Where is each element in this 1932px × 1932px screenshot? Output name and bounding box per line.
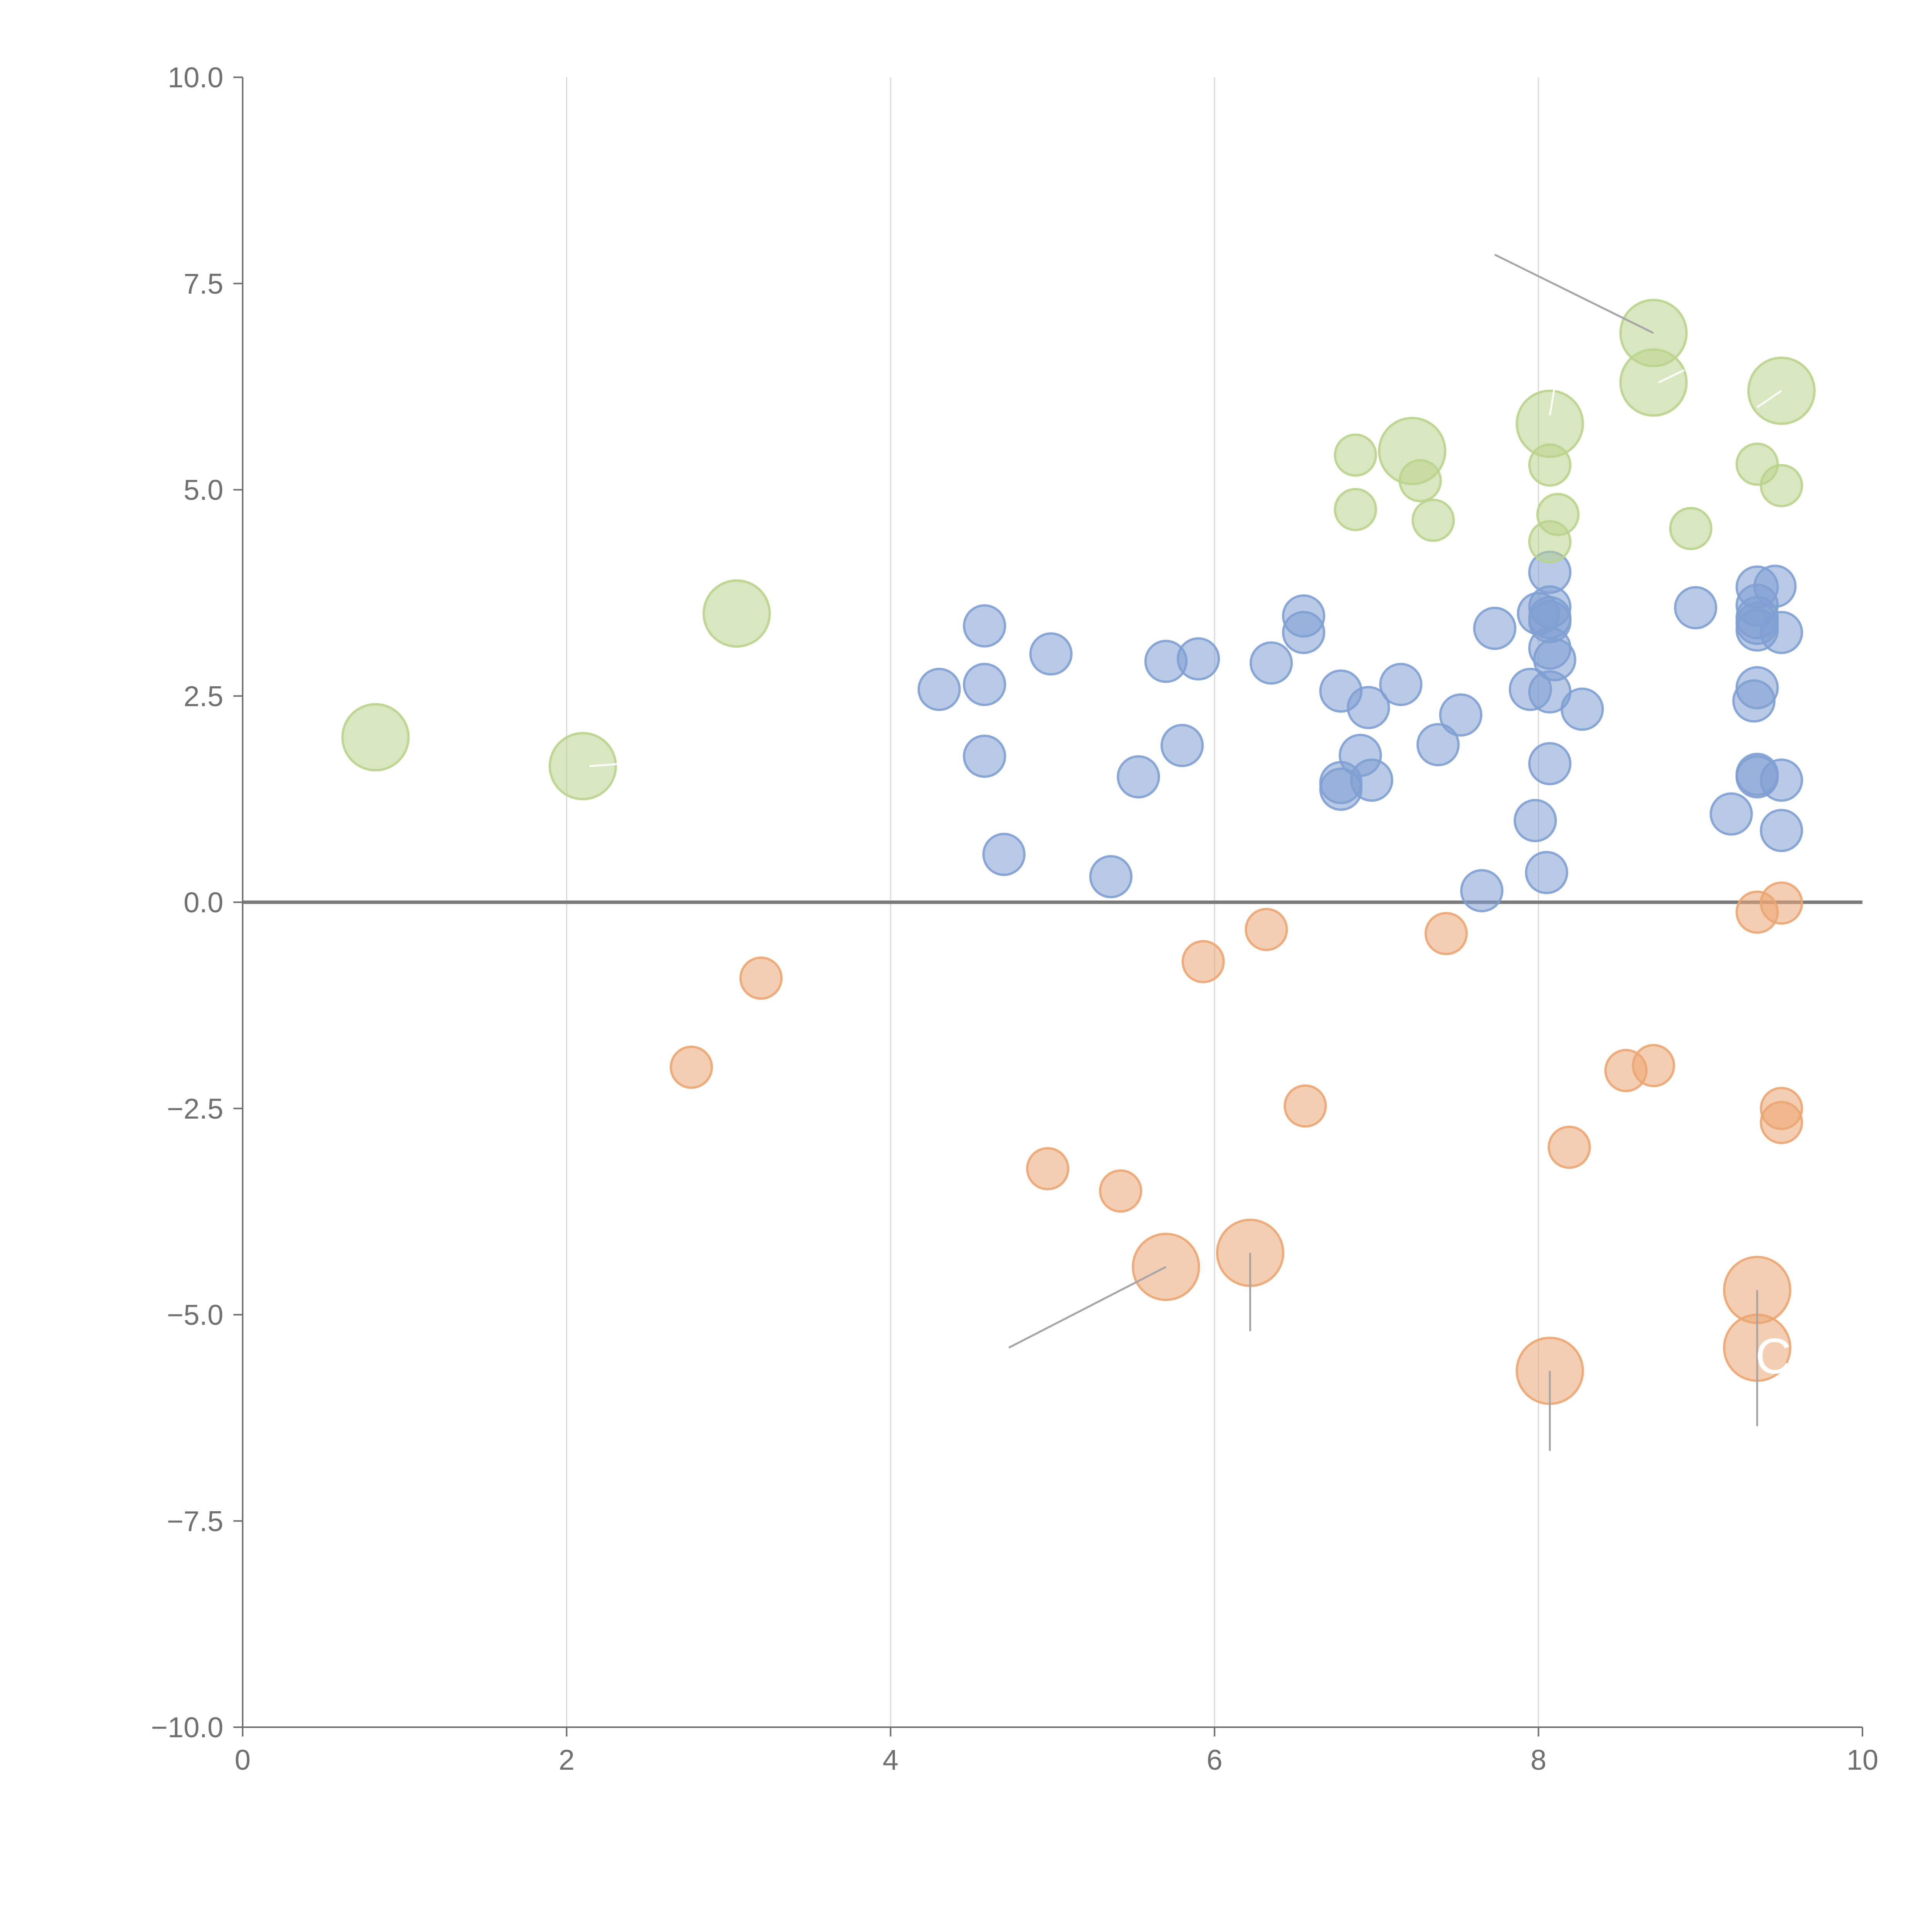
bubble-point — [702, 579, 771, 648]
y-tick-label: 7.5 — [184, 268, 223, 300]
bubble-point — [1347, 686, 1390, 730]
y-tick-label: 5.0 — [184, 474, 223, 506]
x-tick-label: 2 — [559, 1744, 575, 1776]
annotation-label: C — [1755, 1328, 1791, 1384]
bubble-point — [1333, 488, 1377, 531]
bubble-point — [1282, 611, 1325, 654]
y-tick-label: −2.5 — [167, 1093, 223, 1125]
bubble-point — [1632, 1044, 1675, 1087]
bubble-point — [1525, 851, 1568, 895]
bubble-point — [1283, 1084, 1327, 1128]
bubble-point — [1099, 1169, 1143, 1213]
y-tick-label: −5.0 — [167, 1299, 223, 1331]
bubble-point — [1709, 792, 1753, 836]
bubble-point — [1117, 755, 1160, 799]
bubble-point — [1439, 693, 1483, 737]
y-tick-label: 10.0 — [168, 61, 223, 94]
annotation-leader-line — [1658, 369, 1685, 384]
y-tick-label: −10.0 — [151, 1711, 223, 1743]
bubble-point — [1460, 869, 1503, 913]
bubble-point — [1732, 679, 1776, 723]
bubble-point — [1760, 881, 1803, 925]
bubble-point — [1160, 724, 1204, 767]
bubble-point — [548, 732, 617, 801]
bubble-point — [1528, 443, 1571, 487]
y-tick-label: −7.5 — [167, 1505, 223, 1537]
bubble-point — [1533, 638, 1577, 682]
bubble-point — [1548, 1126, 1591, 1169]
annotation-leader-line — [1549, 386, 1556, 416]
bubble-point — [963, 663, 1006, 706]
bubble-point — [1760, 809, 1803, 852]
y-tick-label: 0.0 — [184, 886, 223, 918]
bubble-point — [1398, 459, 1442, 503]
bubble-point — [1089, 855, 1133, 898]
bubble-point — [1249, 641, 1293, 685]
bubble-point — [1424, 912, 1468, 956]
bubble-point — [1514, 799, 1557, 842]
bubble-point — [1674, 586, 1718, 629]
bubble-point — [739, 956, 783, 1000]
bubble-point — [1181, 940, 1225, 983]
bubble-point — [1536, 493, 1580, 536]
bubble-point — [1560, 687, 1604, 731]
bubble-point — [1177, 637, 1220, 681]
bubble-point — [1379, 663, 1423, 706]
annotation-leader-line — [1494, 253, 1654, 334]
annotation-leader-line — [1008, 1266, 1167, 1349]
bubble-point — [1350, 759, 1393, 802]
annotation-leader-line — [589, 762, 624, 767]
bubble-point — [1029, 632, 1073, 676]
bubble-point — [1416, 723, 1460, 767]
bubble-point — [1760, 1101, 1803, 1145]
x-tick-label: 10 — [1847, 1744, 1878, 1776]
annotation-leaders — [589, 253, 1782, 1451]
bubble-point — [1669, 507, 1713, 550]
bubble-point — [1760, 611, 1803, 654]
bubble-point — [670, 1046, 713, 1089]
x-tick-label: 8 — [1531, 1744, 1546, 1776]
bubble-point — [1619, 348, 1688, 417]
bubble-point — [1760, 464, 1803, 507]
annotation-leader-line — [1757, 390, 1782, 408]
bubble-point — [341, 703, 410, 772]
bubble-point — [1412, 498, 1455, 542]
x-tick-label: 0 — [235, 1744, 250, 1776]
axes: 0 2 4 6 8 10 10.0 7.5 5.0 2.5 0.0 −2.5 −5.0 −7.5 −10.0 — [151, 61, 1878, 1776]
x-tick-label: 6 — [1207, 1744, 1223, 1776]
x-tick-label: 4 — [883, 1744, 898, 1776]
y-tick-label: 2.5 — [184, 680, 223, 712]
bubble-point — [1026, 1147, 1070, 1190]
bubble-point — [1333, 433, 1377, 477]
bubble-point — [1473, 607, 1517, 650]
bubble-point — [982, 833, 1026, 876]
bubble-point — [963, 735, 1006, 778]
bubble-point — [1245, 908, 1288, 951]
bubble-point — [917, 668, 961, 711]
bubble-point — [1753, 565, 1797, 608]
bubbles — [341, 299, 1816, 1405]
bubble-point — [963, 604, 1006, 648]
annotations: C — [1755, 1328, 1791, 1384]
bubble-point — [1528, 742, 1571, 786]
bubble-point — [1760, 759, 1803, 802]
